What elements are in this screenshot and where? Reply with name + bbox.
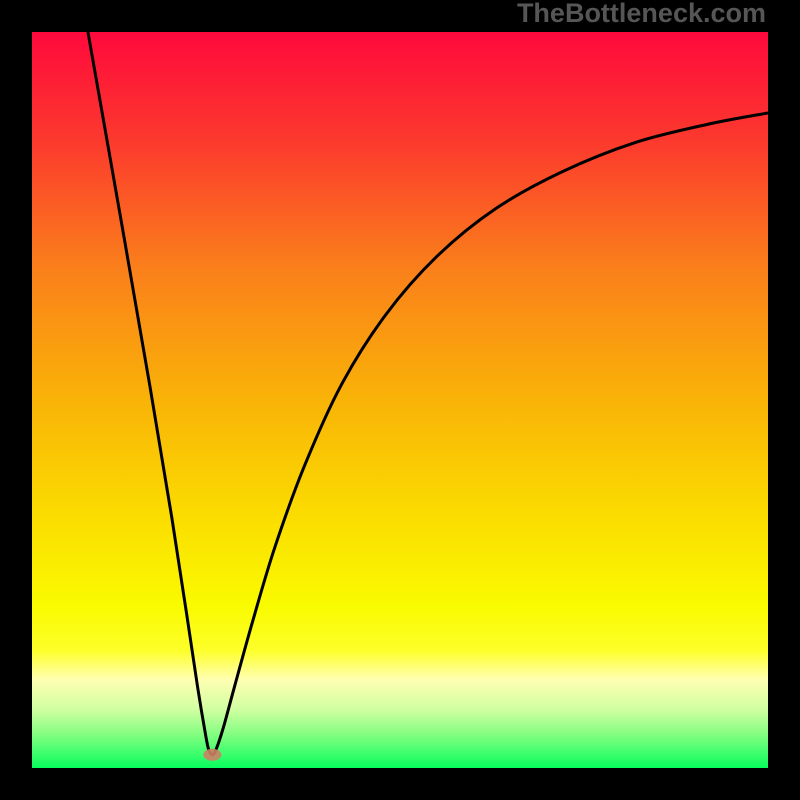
plot-area [32, 32, 768, 768]
watermark-text: TheBottleneck.com [517, 0, 766, 27]
minimum-marker [32, 32, 768, 768]
chart-outer: TheBottleneck.com [0, 0, 800, 800]
